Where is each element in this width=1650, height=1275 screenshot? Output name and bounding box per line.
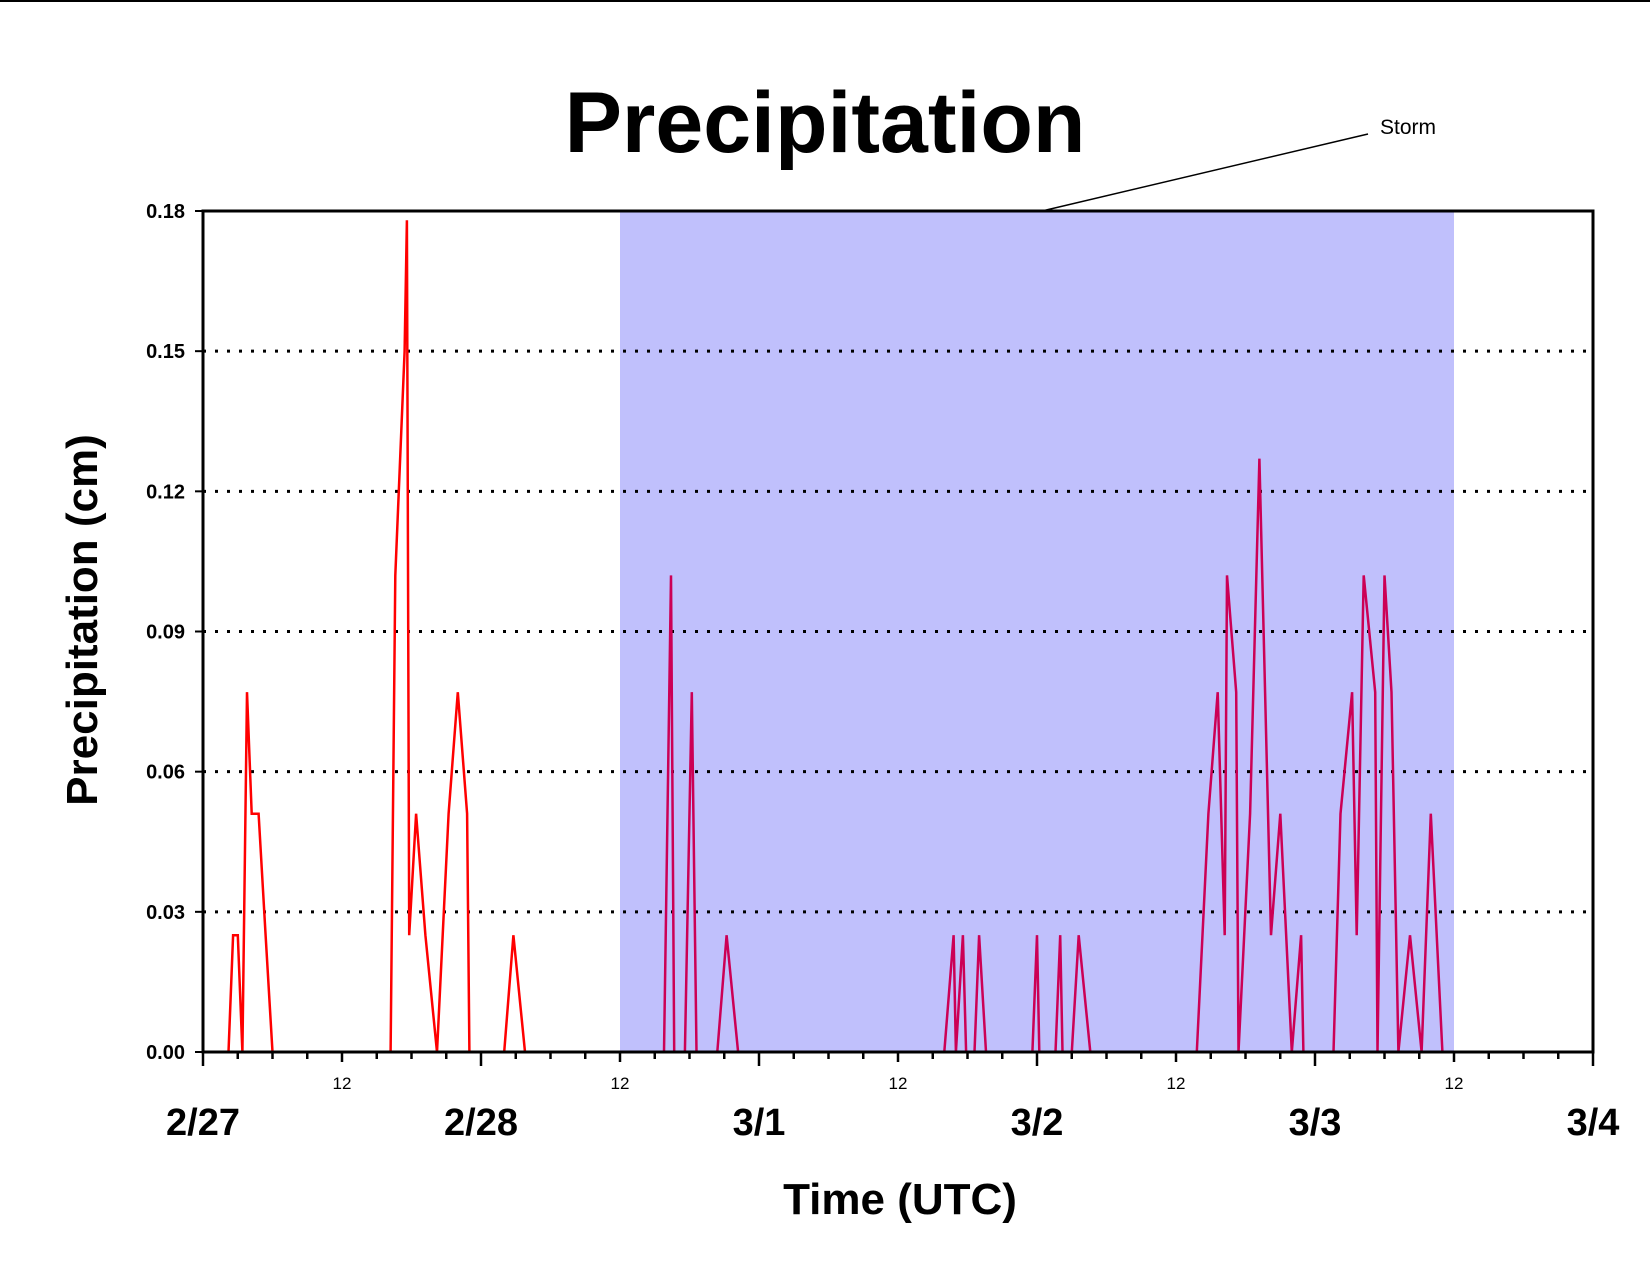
y-tick-label: 0.00 — [146, 1042, 185, 1064]
x-day-label: 2/28 — [444, 1102, 518, 1144]
x-day-label: 2/27 — [166, 1102, 240, 1144]
y-tick-label: 0.09 — [146, 622, 185, 644]
x-day-label: 3/2 — [1011, 1102, 1064, 1144]
y-tick-label: 0.15 — [146, 341, 185, 363]
x-day-label: 3/1 — [733, 1102, 786, 1144]
storm-annotation-leader-line — [1041, 133, 1369, 212]
x-hour-label: 12 — [611, 1074, 630, 1093]
x-hour-label: 12 — [333, 1074, 352, 1093]
x-axis-label: Time (UTC) — [783, 1175, 1017, 1224]
y-tick-label: 0.12 — [146, 481, 185, 503]
x-hour-label: 12 — [1445, 1074, 1464, 1093]
x-day-label: 3/4 — [1567, 1102, 1620, 1144]
x-day-label: 3/3 — [1289, 1102, 1342, 1144]
y-tick-label: 0.03 — [146, 902, 185, 924]
y-tick-label: 0.18 — [146, 201, 185, 223]
top-border-line — [0, 0, 1650, 2]
x-hour-label: 12 — [889, 1074, 908, 1093]
y-tick-label: 0.06 — [146, 762, 185, 784]
storm-annotation-label: Storm — [1380, 116, 1437, 139]
storm-shaded-region — [620, 211, 1454, 1052]
chart-title: Precipitation — [564, 75, 1086, 171]
x-hour-label: 12 — [1167, 1074, 1186, 1093]
